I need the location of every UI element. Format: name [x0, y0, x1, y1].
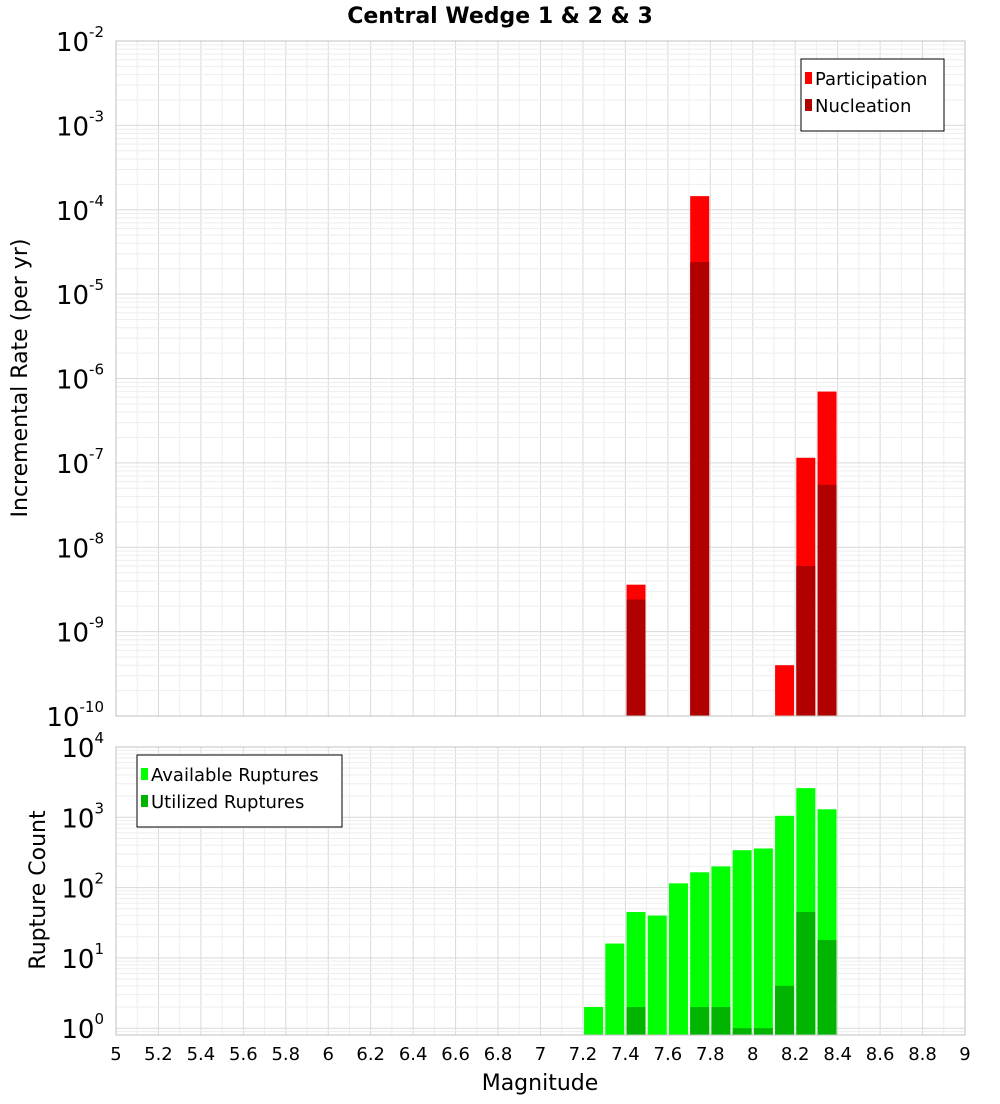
bar — [775, 815, 795, 1035]
bar — [753, 1028, 773, 1035]
y-tick-label: 100 — [61, 1010, 104, 1045]
legend-swatch — [805, 99, 812, 111]
x-tick-label: 5.2 — [144, 1044, 173, 1065]
chart-title: Central Wedge 1 & 2 & 3 — [347, 4, 653, 29]
bar — [732, 850, 752, 1035]
bottom-y-axis-label: Rupture Count — [26, 810, 51, 970]
top-y-axis-label: Incremental Rate (per yr) — [8, 239, 33, 518]
y-tick-label: 10-2 — [56, 23, 104, 58]
bar — [775, 985, 795, 1035]
legend-swatch — [805, 72, 812, 84]
y-tick-label: 10-7 — [56, 445, 104, 480]
x-tick-label: 6.8 — [484, 1044, 513, 1065]
y-tick-label: 102 — [61, 870, 104, 905]
x-tick-label: 5.4 — [187, 1044, 216, 1065]
x-tick-label: 7.2 — [569, 1044, 598, 1065]
plot-frame — [115, 40, 966, 717]
x-tick-label: 7.8 — [696, 1044, 725, 1065]
bar — [605, 943, 625, 1035]
series-nucleation — [626, 262, 837, 716]
top-plot-area: 10-10 10-9 10-8 10-7 10-6 10-5 10-4 10-3 10-2 Par… — [46, 23, 966, 733]
legend-swatch — [141, 795, 148, 807]
x-tick-labels: 5 5.2 5.4 5.6 5.8 6 6.2 6.4 6.6 6.8 7 7.2 7.4 7.6 7.8 8… — [110, 1044, 970, 1065]
legend: Available Ruptures Utilized Ruptures — [136, 754, 343, 828]
bar — [626, 911, 646, 1035]
x-tick-label: 7.4 — [611, 1044, 640, 1065]
y-tick-label: 104 — [61, 729, 104, 764]
bar — [690, 1007, 710, 1035]
y-tick-label: 10-9 — [56, 614, 104, 649]
legend-label: Nucleation — [815, 96, 911, 117]
bar — [775, 665, 795, 716]
bar — [817, 939, 837, 1035]
x-tick-label: 6.6 — [441, 1044, 470, 1065]
legend-box — [136, 754, 343, 828]
legend-swatch — [141, 768, 148, 780]
bar — [711, 1007, 731, 1035]
legend-label: Available Ruptures — [151, 765, 319, 786]
bar — [711, 866, 731, 1035]
x-tick-label: 8.6 — [866, 1044, 895, 1065]
bar — [690, 262, 710, 716]
x-tick-label: 8.8 — [908, 1044, 937, 1065]
x-tick-label: 7 — [535, 1044, 546, 1065]
x-axis-label: Magnitude — [482, 1071, 599, 1096]
bar — [668, 883, 688, 1035]
bar — [796, 911, 816, 1035]
bar — [796, 565, 816, 716]
bar — [584, 1007, 604, 1035]
legend-box — [800, 58, 945, 132]
legend-label: Utilized Ruptures — [151, 792, 304, 813]
x-tick-label: 5.8 — [271, 1044, 300, 1065]
x-tick-label: 8.2 — [781, 1044, 810, 1065]
y-tick-label: 10-5 — [56, 276, 104, 311]
bar — [690, 872, 710, 1035]
x-tick-label: 9 — [959, 1044, 970, 1065]
x-tick-label: 8.4 — [823, 1044, 852, 1065]
x-tick-label: 5.6 — [229, 1044, 258, 1065]
series-utilized-ruptures — [626, 911, 837, 1035]
grid — [115, 40, 966, 717]
legend: Participation Nucleation — [800, 58, 945, 132]
bar — [732, 1028, 752, 1035]
x-tick-label: 6 — [323, 1044, 334, 1065]
x-tick-label: 7.6 — [654, 1044, 683, 1065]
y-tick-label: 103 — [61, 799, 104, 834]
x-tick-label: 5 — [110, 1044, 121, 1065]
y-tick-label: 10-10 — [46, 698, 104, 733]
legend-label: Participation — [815, 69, 927, 90]
bottom-plot-area: 100 101 102 103 104 5 5.2 5.4 5.6 5.8 6 6.2 6.4 6.6 6.… — [61, 729, 970, 1065]
bar — [753, 848, 773, 1035]
bar — [817, 484, 837, 716]
y-tick-labels: 100 101 102 103 104 — [61, 729, 104, 1045]
y-tick-label: 10-3 — [56, 107, 104, 142]
x-tick-label: 6.2 — [356, 1044, 385, 1065]
y-tick-label: 10-4 — [56, 192, 104, 227]
x-tick-label: 6.4 — [399, 1044, 428, 1065]
y-tick-label: 10-6 — [56, 361, 104, 396]
x-tick-label: 8 — [747, 1044, 758, 1065]
y-tick-label: 10-8 — [56, 529, 104, 564]
y-tick-labels: 10-10 10-9 10-8 10-7 10-6 10-5 10-4 10-3 10-2 — [46, 23, 104, 733]
plot-frame — [115, 746, 966, 1036]
bar — [647, 915, 667, 1035]
bar — [626, 599, 646, 716]
y-tick-label: 101 — [61, 940, 104, 975]
bar — [626, 1007, 646, 1035]
